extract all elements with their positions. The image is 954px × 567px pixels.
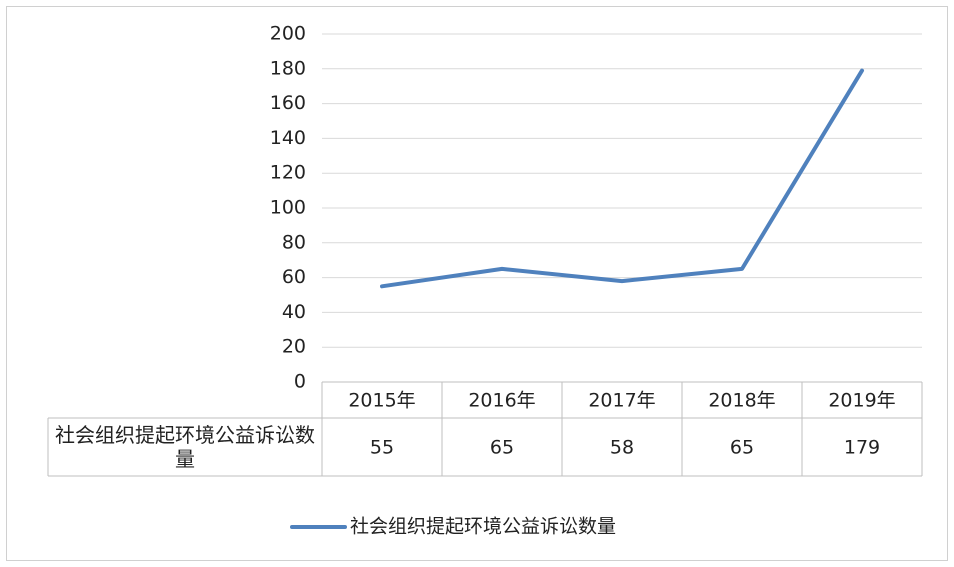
table-cell: 179 bbox=[844, 437, 880, 459]
y-tick-label: 60 bbox=[282, 266, 306, 288]
x-tick-label: 2016年 bbox=[468, 390, 535, 412]
data-line bbox=[380, 68, 864, 289]
x-tick-label: 2017年 bbox=[588, 390, 655, 412]
y-tick-label: 20 bbox=[282, 336, 306, 358]
y-tick-label: 40 bbox=[282, 301, 306, 323]
x-tick-label: 2018年 bbox=[708, 390, 775, 412]
table-row-header: 社会组织提起环境公益诉讼数量 bbox=[55, 423, 315, 471]
y-tick-label: 100 bbox=[270, 197, 306, 219]
y-tick-label: 120 bbox=[270, 162, 306, 184]
y-tick-label: 180 bbox=[270, 57, 306, 79]
y-tick-label: 80 bbox=[282, 231, 306, 253]
y-tick-label: 140 bbox=[270, 127, 306, 149]
x-tick-label: 2019年 bbox=[828, 390, 895, 412]
y-tick-label: 160 bbox=[270, 92, 306, 114]
x-tick-label: 2015年 bbox=[348, 390, 415, 412]
chart-border bbox=[6, 6, 948, 561]
table-cell: 65 bbox=[730, 437, 754, 459]
y-tick-label: 0 bbox=[294, 371, 306, 393]
y-tick-label: 200 bbox=[270, 23, 306, 45]
table-cell: 65 bbox=[490, 437, 514, 459]
table-cell: 58 bbox=[610, 437, 634, 459]
legend-label: 社会组织提起环境公益诉讼数量 bbox=[350, 516, 616, 538]
table-cell: 55 bbox=[370, 437, 394, 459]
